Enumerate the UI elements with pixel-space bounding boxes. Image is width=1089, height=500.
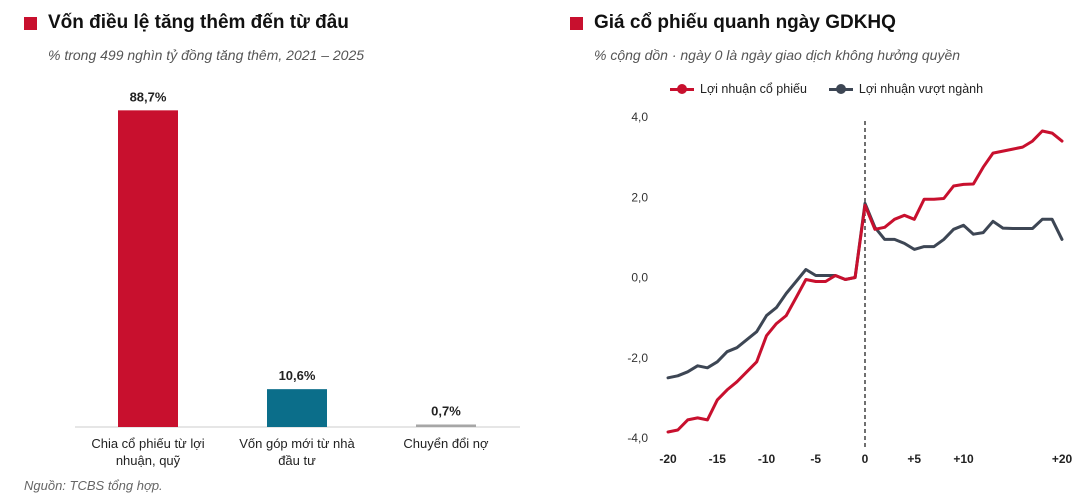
y-tick-label-2: 0,0 xyxy=(631,271,648,285)
legend-item-excess-return: Lợi nhuận vượt ngành xyxy=(828,82,984,96)
left-panel: Vốn điều lệ tăng thêm đến từ đâu % trong… xyxy=(0,0,540,500)
left-chart-title: Vốn điều lệ tăng thêm đến từ đâu xyxy=(48,12,349,33)
right-chart-subtitle: % cộng dồn · ngày 0 là ngày giao dịch kh… xyxy=(594,47,961,63)
legend-swatch-excess-return xyxy=(828,84,853,94)
bar-1 xyxy=(267,389,327,427)
x-tick-label-3: -5 xyxy=(810,452,821,466)
bar-0 xyxy=(118,110,178,427)
legend-item-stock-return: Lợi nhuận cổ phiếu xyxy=(670,82,807,96)
bar-category-label-2: Chuyển đổi nợ xyxy=(403,436,489,451)
right-title-square xyxy=(570,16,583,30)
series-line-0 xyxy=(666,129,1064,434)
y-tick-label-4: 4,0 xyxy=(631,110,648,124)
legend-label-stock-return: Lợi nhuận cổ phiếu xyxy=(700,82,807,96)
right-title-row: Giá cổ phiếu quanh ngày GDKHQ xyxy=(570,12,896,34)
y-tick-label-1: -2,0 xyxy=(627,351,648,365)
series-line-1 xyxy=(666,201,1064,380)
legend-label-excess-return: Lợi nhuận vượt ngành xyxy=(858,82,984,96)
bar-value-label-2: 0,7% xyxy=(431,404,461,419)
bar-category-label-1: Vốn góp mới từ nhà đầu tư xyxy=(239,436,355,468)
x-tick-label-7: +20 xyxy=(1052,452,1073,466)
bar-2 xyxy=(416,424,476,428)
line-chart: -4,0 -2,0 0,0 2,0 4,0 -20 -15 -10 -5 0 +5 +10 +20 xyxy=(627,110,1073,466)
x-tick-label-4: 0 xyxy=(862,452,869,466)
left-title-row: Vốn điều lệ tăng thêm đến từ đâu xyxy=(24,12,349,34)
bar-chart: 88,7% 10,6% 0,7% xyxy=(75,89,520,428)
legend-swatch-stock-return xyxy=(670,84,694,94)
x-tick-label-6: +10 xyxy=(953,452,974,466)
x-tick-label-1: -15 xyxy=(709,452,727,466)
left-chart-subtitle: % trong 499 nghìn tỷ đồng tăng thêm, 202… xyxy=(48,47,365,63)
line-legend: Lợi nhuận cổ phiếu Lợi nhuận vượt ngành xyxy=(670,82,1005,96)
x-tick-label-5: +5 xyxy=(907,452,921,466)
y-tick-label-0: -4,0 xyxy=(627,431,648,445)
source-note: Nguồn: TCBS tổng hợp. xyxy=(24,478,163,493)
right-panel: Giá cổ phiếu quanh ngày GDKHQ % cộng dồn… xyxy=(560,0,1089,500)
bar-category-label-0: Chia cổ phiếu từ lợi nhuận, quỹ xyxy=(91,436,205,468)
x-tick-label-2: -10 xyxy=(758,452,776,466)
bar-value-label-0: 88,7% xyxy=(130,89,167,104)
left-title-square xyxy=(24,16,37,30)
x-tick-label-0: -20 xyxy=(659,452,677,466)
y-tick-label-3: 2,0 xyxy=(631,190,648,204)
bar-value-label-1: 10,6% xyxy=(279,368,316,383)
right-chart-title: Giá cổ phiếu quanh ngày GDKHQ xyxy=(594,12,896,33)
